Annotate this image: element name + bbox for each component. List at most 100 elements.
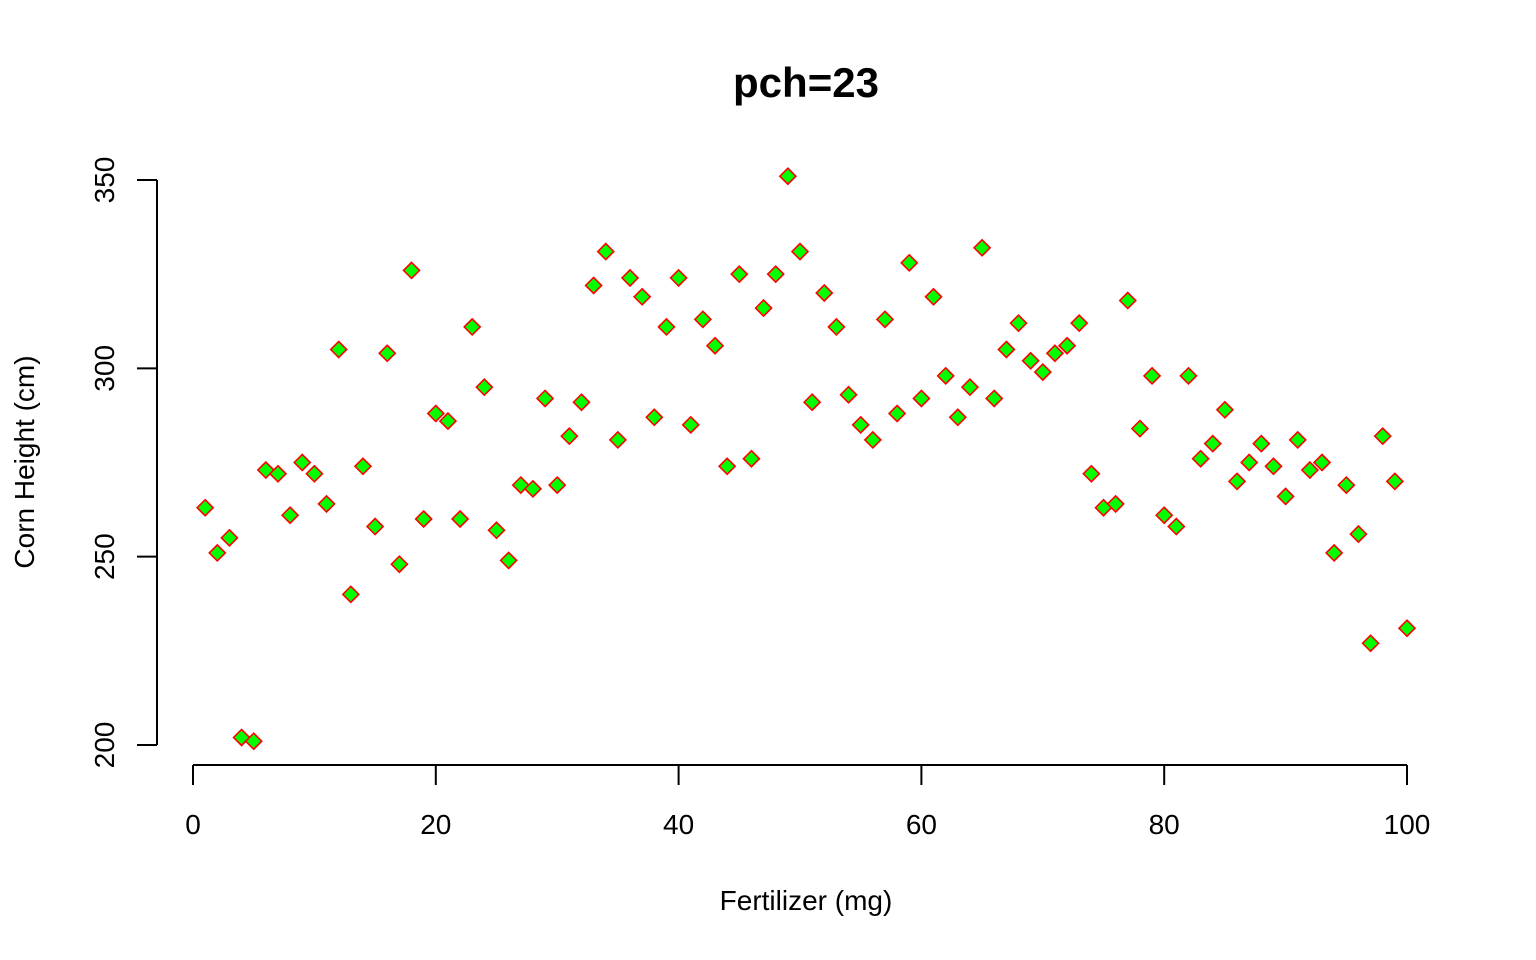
- data-point: [1361, 634, 1380, 653]
- data-point: [742, 449, 761, 468]
- data-point: [608, 430, 628, 450]
- x-tick-label: 20: [420, 809, 451, 840]
- data-point: [1373, 427, 1392, 446]
- data-point: [560, 427, 579, 446]
- data-point: [1118, 291, 1137, 310]
- data-point: [815, 283, 834, 303]
- y-axis: 200 250 300 350: [89, 157, 158, 769]
- data-point: [1227, 472, 1247, 491]
- data-point: [293, 453, 312, 472]
- data-point: [1337, 475, 1356, 495]
- data-point: [669, 268, 688, 288]
- data-points: [196, 167, 1417, 751]
- data-point: [1106, 494, 1125, 514]
- data-point: [657, 317, 676, 337]
- data-point: [948, 408, 967, 427]
- x-ticks: 0 20 40 60 80 100: [185, 765, 1430, 840]
- data-point: [365, 517, 385, 536]
- data-point: [329, 340, 348, 359]
- data-point: [1349, 524, 1368, 544]
- data-point: [280, 506, 300, 525]
- data-point: [244, 732, 263, 751]
- data-point: [645, 408, 664, 427]
- data-point: [220, 528, 239, 547]
- x-tick-label: 0: [185, 809, 201, 840]
- data-point: [1033, 362, 1052, 382]
- data-point: [268, 464, 288, 483]
- data-point: [839, 385, 858, 404]
- data-point: [985, 389, 1004, 408]
- data-point: [730, 265, 749, 284]
- data-point: [1070, 314, 1089, 333]
- data-point: [1325, 543, 1344, 563]
- data-point: [390, 555, 409, 574]
- data-point: [535, 389, 555, 408]
- data-point: [1167, 517, 1186, 536]
- data-point: [900, 253, 919, 272]
- data-point: [924, 287, 943, 306]
- data-point: [705, 336, 725, 355]
- data-point: [1009, 314, 1028, 333]
- data-point: [875, 310, 895, 329]
- data-point: [414, 509, 433, 529]
- data-point: [438, 411, 458, 431]
- data-point: [1021, 351, 1040, 370]
- data-point: [912, 389, 931, 408]
- data-point: [317, 494, 336, 514]
- y-tick-label: 200: [89, 722, 120, 769]
- data-point: [887, 404, 907, 423]
- data-point: [936, 366, 955, 385]
- data-point: [1288, 430, 1307, 450]
- data-point: [463, 317, 482, 337]
- data-point: [1082, 464, 1101, 483]
- data-point: [475, 378, 494, 397]
- data-point: [827, 317, 846, 337]
- chart-title: pch=23: [733, 59, 879, 106]
- data-point: [1130, 419, 1150, 438]
- data-point: [1191, 449, 1210, 468]
- data-point: [353, 457, 373, 476]
- data-point: [997, 340, 1016, 359]
- data-point: [754, 298, 773, 318]
- data-point: [450, 509, 470, 529]
- y-tick-label: 350: [89, 157, 120, 204]
- data-point: [778, 167, 797, 186]
- data-point: [402, 261, 421, 280]
- data-point: [1057, 336, 1077, 355]
- data-point: [196, 498, 215, 517]
- data-point: [790, 242, 810, 261]
- data-point: [596, 242, 615, 261]
- data-point: [851, 415, 870, 434]
- data-point: [1240, 453, 1259, 472]
- data-point: [208, 543, 227, 563]
- data-point: [1203, 434, 1222, 453]
- x-tick-label: 100: [1384, 809, 1431, 840]
- data-point: [766, 265, 785, 284]
- data-point: [487, 521, 506, 540]
- data-point: [1397, 619, 1417, 638]
- data-point: [1252, 434, 1271, 453]
- data-point: [1045, 344, 1065, 363]
- x-tick-label: 60: [906, 809, 937, 840]
- data-point: [620, 268, 640, 288]
- data-point: [1155, 506, 1174, 525]
- x-axis-label: Fertilizer (mg): [720, 885, 893, 916]
- data-point: [548, 475, 567, 495]
- y-axis-label: Corn Height (cm): [9, 355, 40, 568]
- y-ticks: 200 250 300 350: [89, 157, 157, 769]
- data-point: [523, 479, 543, 498]
- data-point: [1142, 366, 1162, 385]
- data-point: [803, 393, 822, 412]
- x-axis: 0 20 40 60 80 100: [185, 764, 1430, 840]
- data-point: [1300, 460, 1320, 480]
- data-point: [499, 551, 518, 570]
- data-point: [305, 464, 324, 483]
- data-point: [1276, 487, 1295, 506]
- data-point: [972, 238, 992, 257]
- data-point: [572, 393, 591, 412]
- data-point: [960, 378, 980, 397]
- data-point: [1264, 457, 1283, 476]
- data-point: [426, 404, 445, 423]
- y-tick-label: 250: [89, 533, 120, 580]
